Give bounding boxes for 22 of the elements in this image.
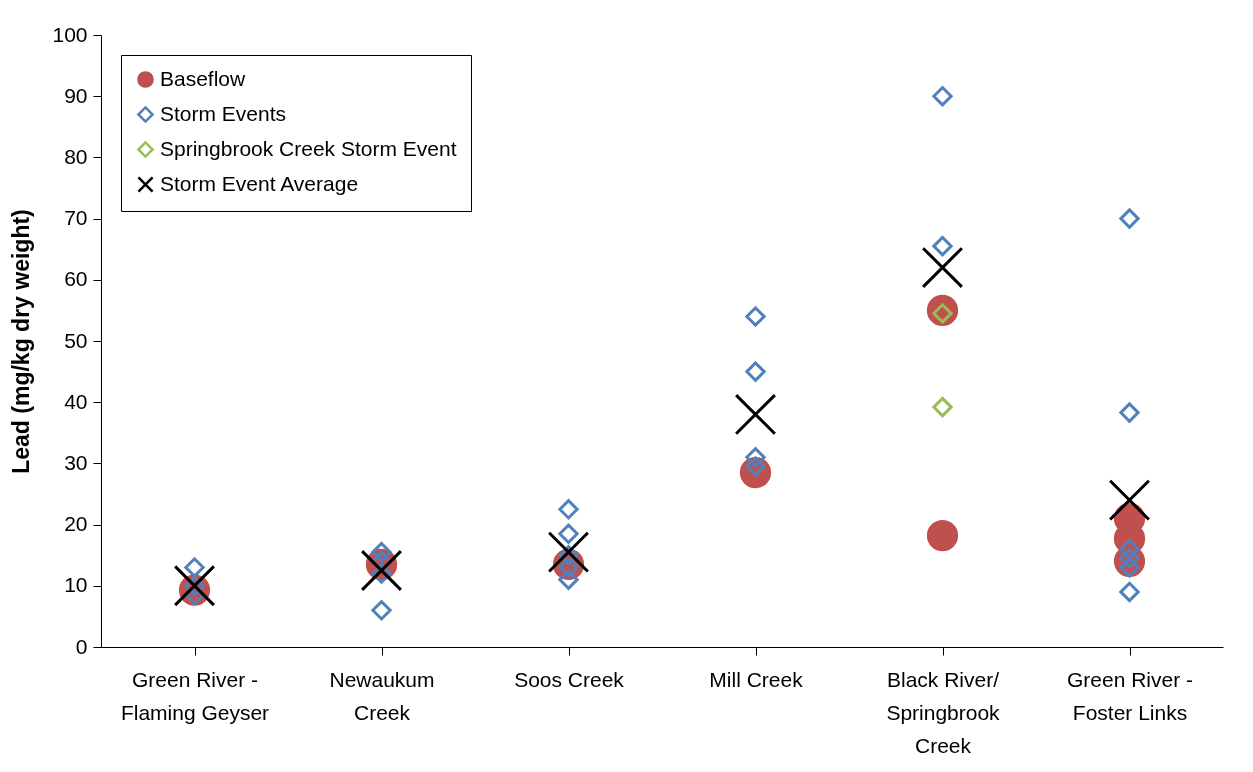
x-tick-label: Green River - Foster Links	[1066, 667, 1194, 724]
y-tick-label: 100	[52, 22, 88, 46]
y-tick-label: 30	[64, 450, 88, 474]
y-tick-label: 10	[64, 573, 88, 597]
x-tick-label: Black River/ Springbrook Creek	[886, 667, 1001, 757]
y-tick-label: 90	[64, 83, 88, 107]
y-tick-label: 60	[64, 267, 88, 291]
y-tick-label: 0	[75, 634, 88, 658]
y-tick-label: 40	[64, 389, 88, 413]
legend-label: Baseflow	[160, 66, 247, 90]
y-tick-label: 70	[64, 206, 88, 230]
x-tick-label: Green River - Flaming Geyser	[120, 667, 270, 724]
x-tick-label: Soos Creek	[514, 667, 625, 691]
legend-label: Storm Event Average	[160, 171, 359, 195]
x-tick-label: Mill Creek	[709, 667, 804, 691]
legend-label: Springbrook Creek Storm Event	[160, 136, 457, 160]
y-axis-title: Lead (mg/kg dry weight)	[8, 209, 35, 474]
legend-label: Storm Events	[160, 101, 287, 125]
x-tick-label: Newaukum Creek	[329, 667, 435, 724]
y-tick-label: 80	[64, 144, 88, 168]
y-tick-label: 50	[64, 328, 88, 352]
y-tick-label: 20	[64, 512, 88, 536]
